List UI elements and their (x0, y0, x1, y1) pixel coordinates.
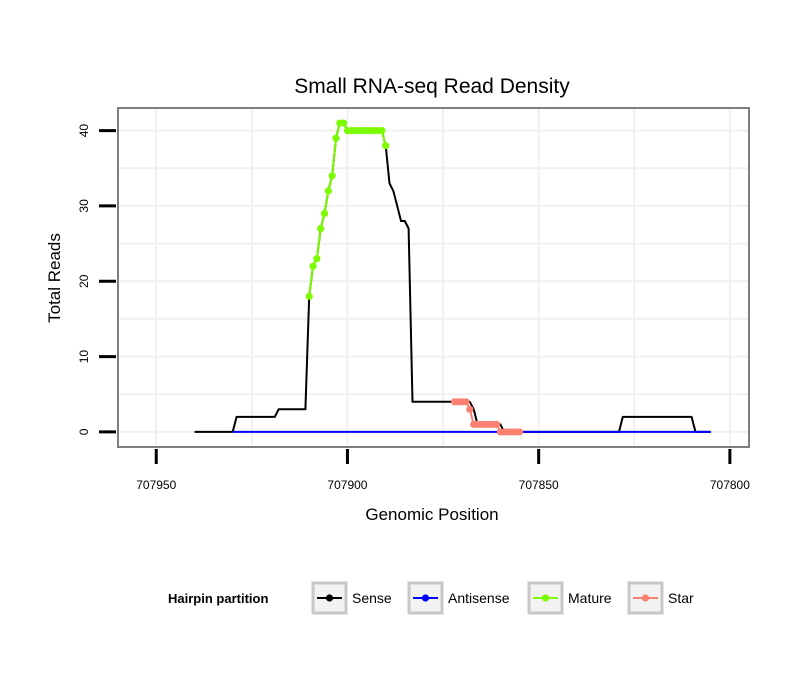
data-point-mature (320, 209, 329, 218)
data-point-mature (328, 172, 336, 180)
data-point-mature (305, 292, 313, 300)
data-point-mature (309, 262, 317, 270)
legend-label-sense: Sense (352, 590, 392, 606)
data-point-star (466, 405, 474, 413)
legend-key-point-star (641, 594, 650, 602)
data-point-mature (332, 134, 340, 142)
legend-key-point-sense (325, 594, 334, 602)
x-tick-label: 707850 (519, 478, 559, 492)
data-point-mature (378, 127, 386, 135)
x-axis-ticks: 707950 707900 707850 707800 (136, 449, 750, 492)
x-tick-label: 707900 (327, 478, 367, 492)
grid-lines (118, 108, 749, 447)
y-tick-label: 40 (77, 124, 91, 138)
legend-key-point-mature (541, 594, 550, 602)
data-point-mature (317, 224, 325, 233)
y-tick-label: 20 (77, 274, 91, 288)
data-point-mature (340, 119, 348, 127)
y-tick-label: 0 (77, 428, 91, 435)
y-axis-ticks: 0 10 20 30 40 (77, 124, 116, 435)
legend-label-antisense: Antisense (448, 590, 510, 606)
legend-key-point-antisense (421, 594, 430, 602)
legend-title: Hairpin partition (168, 591, 268, 606)
plot-panel-border (117, 107, 750, 448)
legend-label-mature: Mature (568, 590, 612, 606)
data-point-star (493, 420, 501, 428)
y-tick-label: 10 (77, 350, 91, 364)
data-point-mature (313, 255, 321, 263)
x-tick-label: 707950 (136, 478, 176, 492)
data-point-star (462, 398, 470, 406)
data-point-mature (324, 187, 332, 195)
data-point-mature (382, 142, 390, 150)
chart-title: Small RNA-seq Read Density (294, 75, 570, 98)
series-points (305, 119, 524, 436)
legend-label-star: Star (668, 590, 694, 606)
legend: Hairpin partition Sense Antisense Mature St… (168, 581, 694, 615)
data-point-star (515, 428, 524, 436)
x-axis-title: Genomic Position (365, 505, 498, 524)
y-axis-title: Total Reads (45, 233, 64, 323)
y-tick-label: 30 (77, 199, 91, 213)
x-tick-label: 707800 (710, 478, 750, 492)
